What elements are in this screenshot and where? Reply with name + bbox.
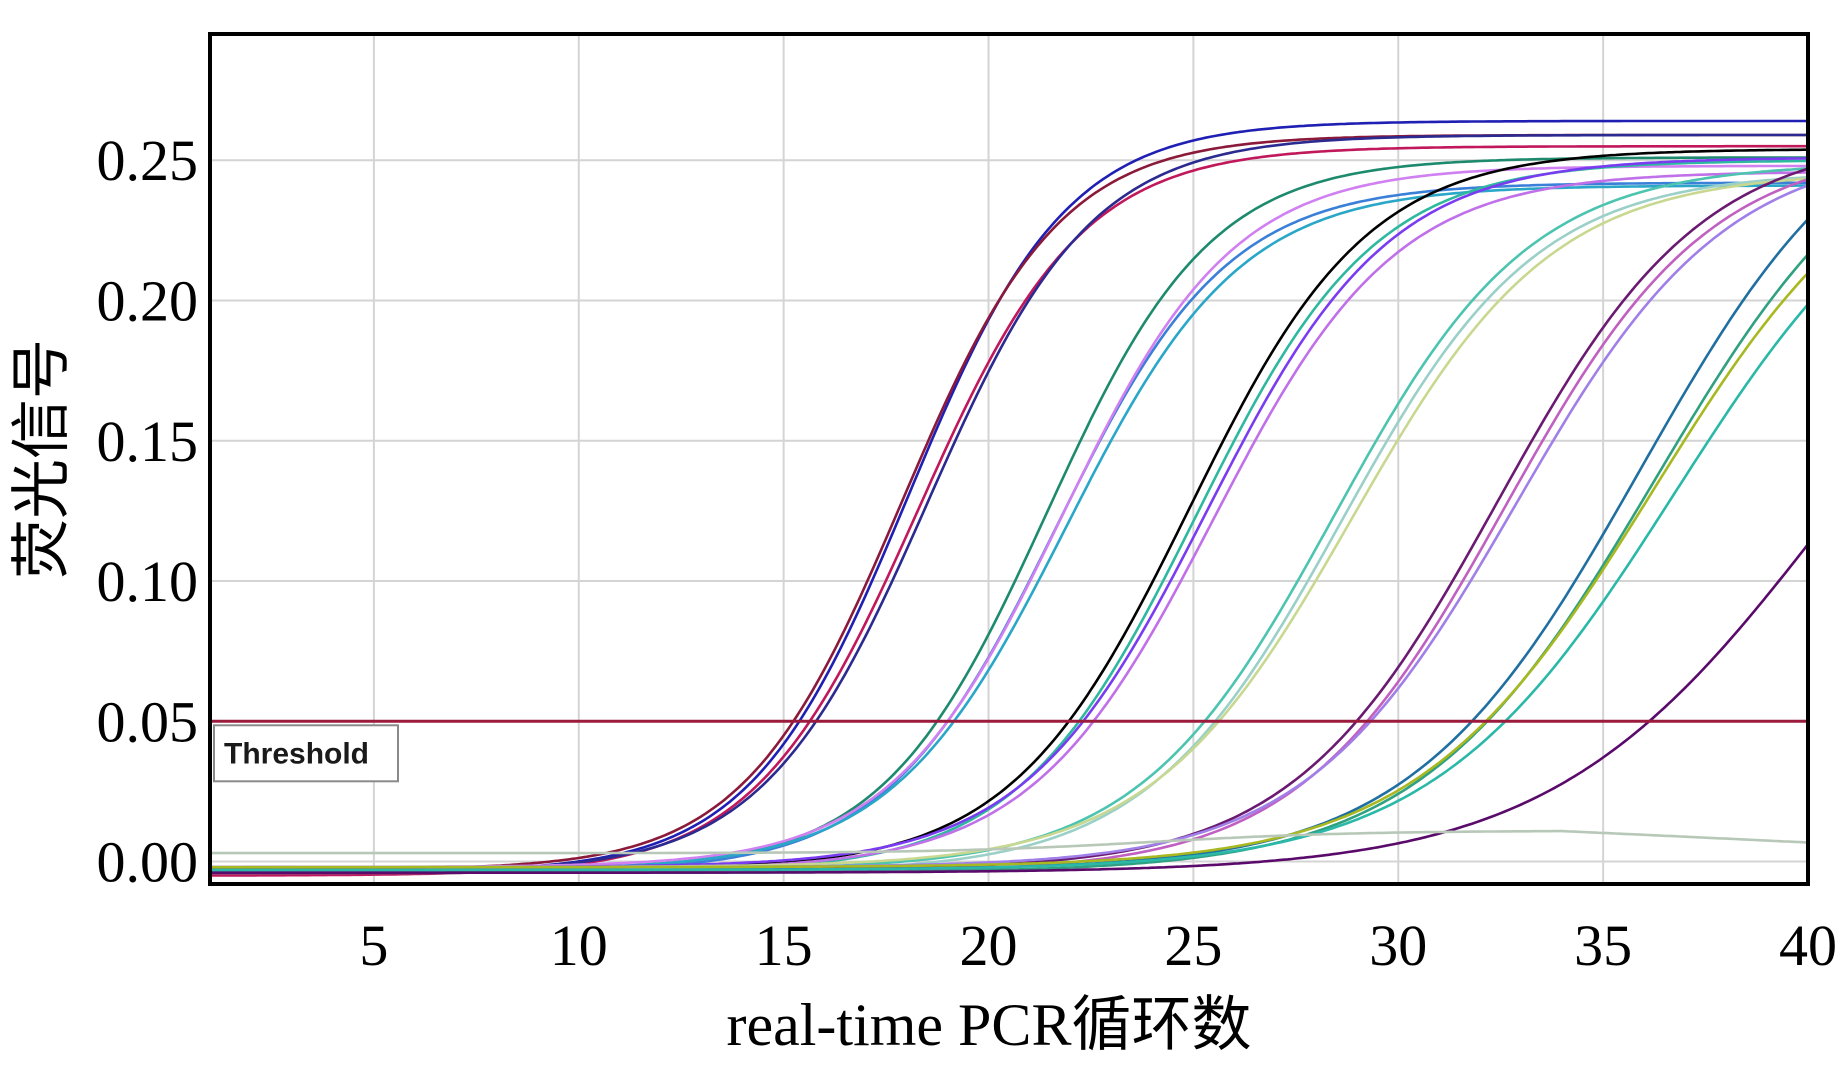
x-tick-label: 25 — [1164, 913, 1222, 978]
plot-frame — [208, 32, 1810, 886]
x-tick-label: 40 — [1779, 913, 1837, 978]
y-axis-label: 荧光信号 — [9, 339, 75, 579]
y-tick-label: 0.20 — [97, 269, 199, 334]
amplification-curve-23 — [210, 543, 1810, 875]
amplification-curve-21 — [210, 272, 1809, 869]
x-axis-ticks: 5 10 15 20 25 30 35 40 — [359, 913, 1837, 978]
amplification-curve-24 — [210, 829, 1809, 855]
y-axis-ticks: 0.00 0.05 0.10 0.15 0.20 0.25 — [97, 128, 199, 894]
x-axis-label: real-time PCR循环数 — [727, 992, 1252, 1058]
amplification-curve-22 — [210, 303, 1809, 872]
threshold-label-box — [213, 724, 399, 783]
amplification-curves — [209, 119, 1810, 877]
threshold: Threshold — [210, 719, 1808, 783]
x-tick-label: 35 — [1574, 913, 1632, 978]
x-tick-label: 10 — [550, 913, 608, 978]
x-tick-label: 30 — [1369, 913, 1427, 978]
threshold-label: Threshold — [224, 737, 369, 770]
x-tick-label: 15 — [755, 913, 813, 978]
x-tick-label: 20 — [960, 913, 1018, 978]
x-tick-label: 5 — [359, 913, 388, 978]
y-tick-label: 0.05 — [97, 689, 199, 754]
y-tick-label: 0.00 — [97, 830, 199, 895]
y-tick-label: 0.25 — [97, 128, 199, 193]
y-tick-label: 0.15 — [97, 409, 199, 474]
y-tick-label: 0.10 — [97, 549, 199, 614]
